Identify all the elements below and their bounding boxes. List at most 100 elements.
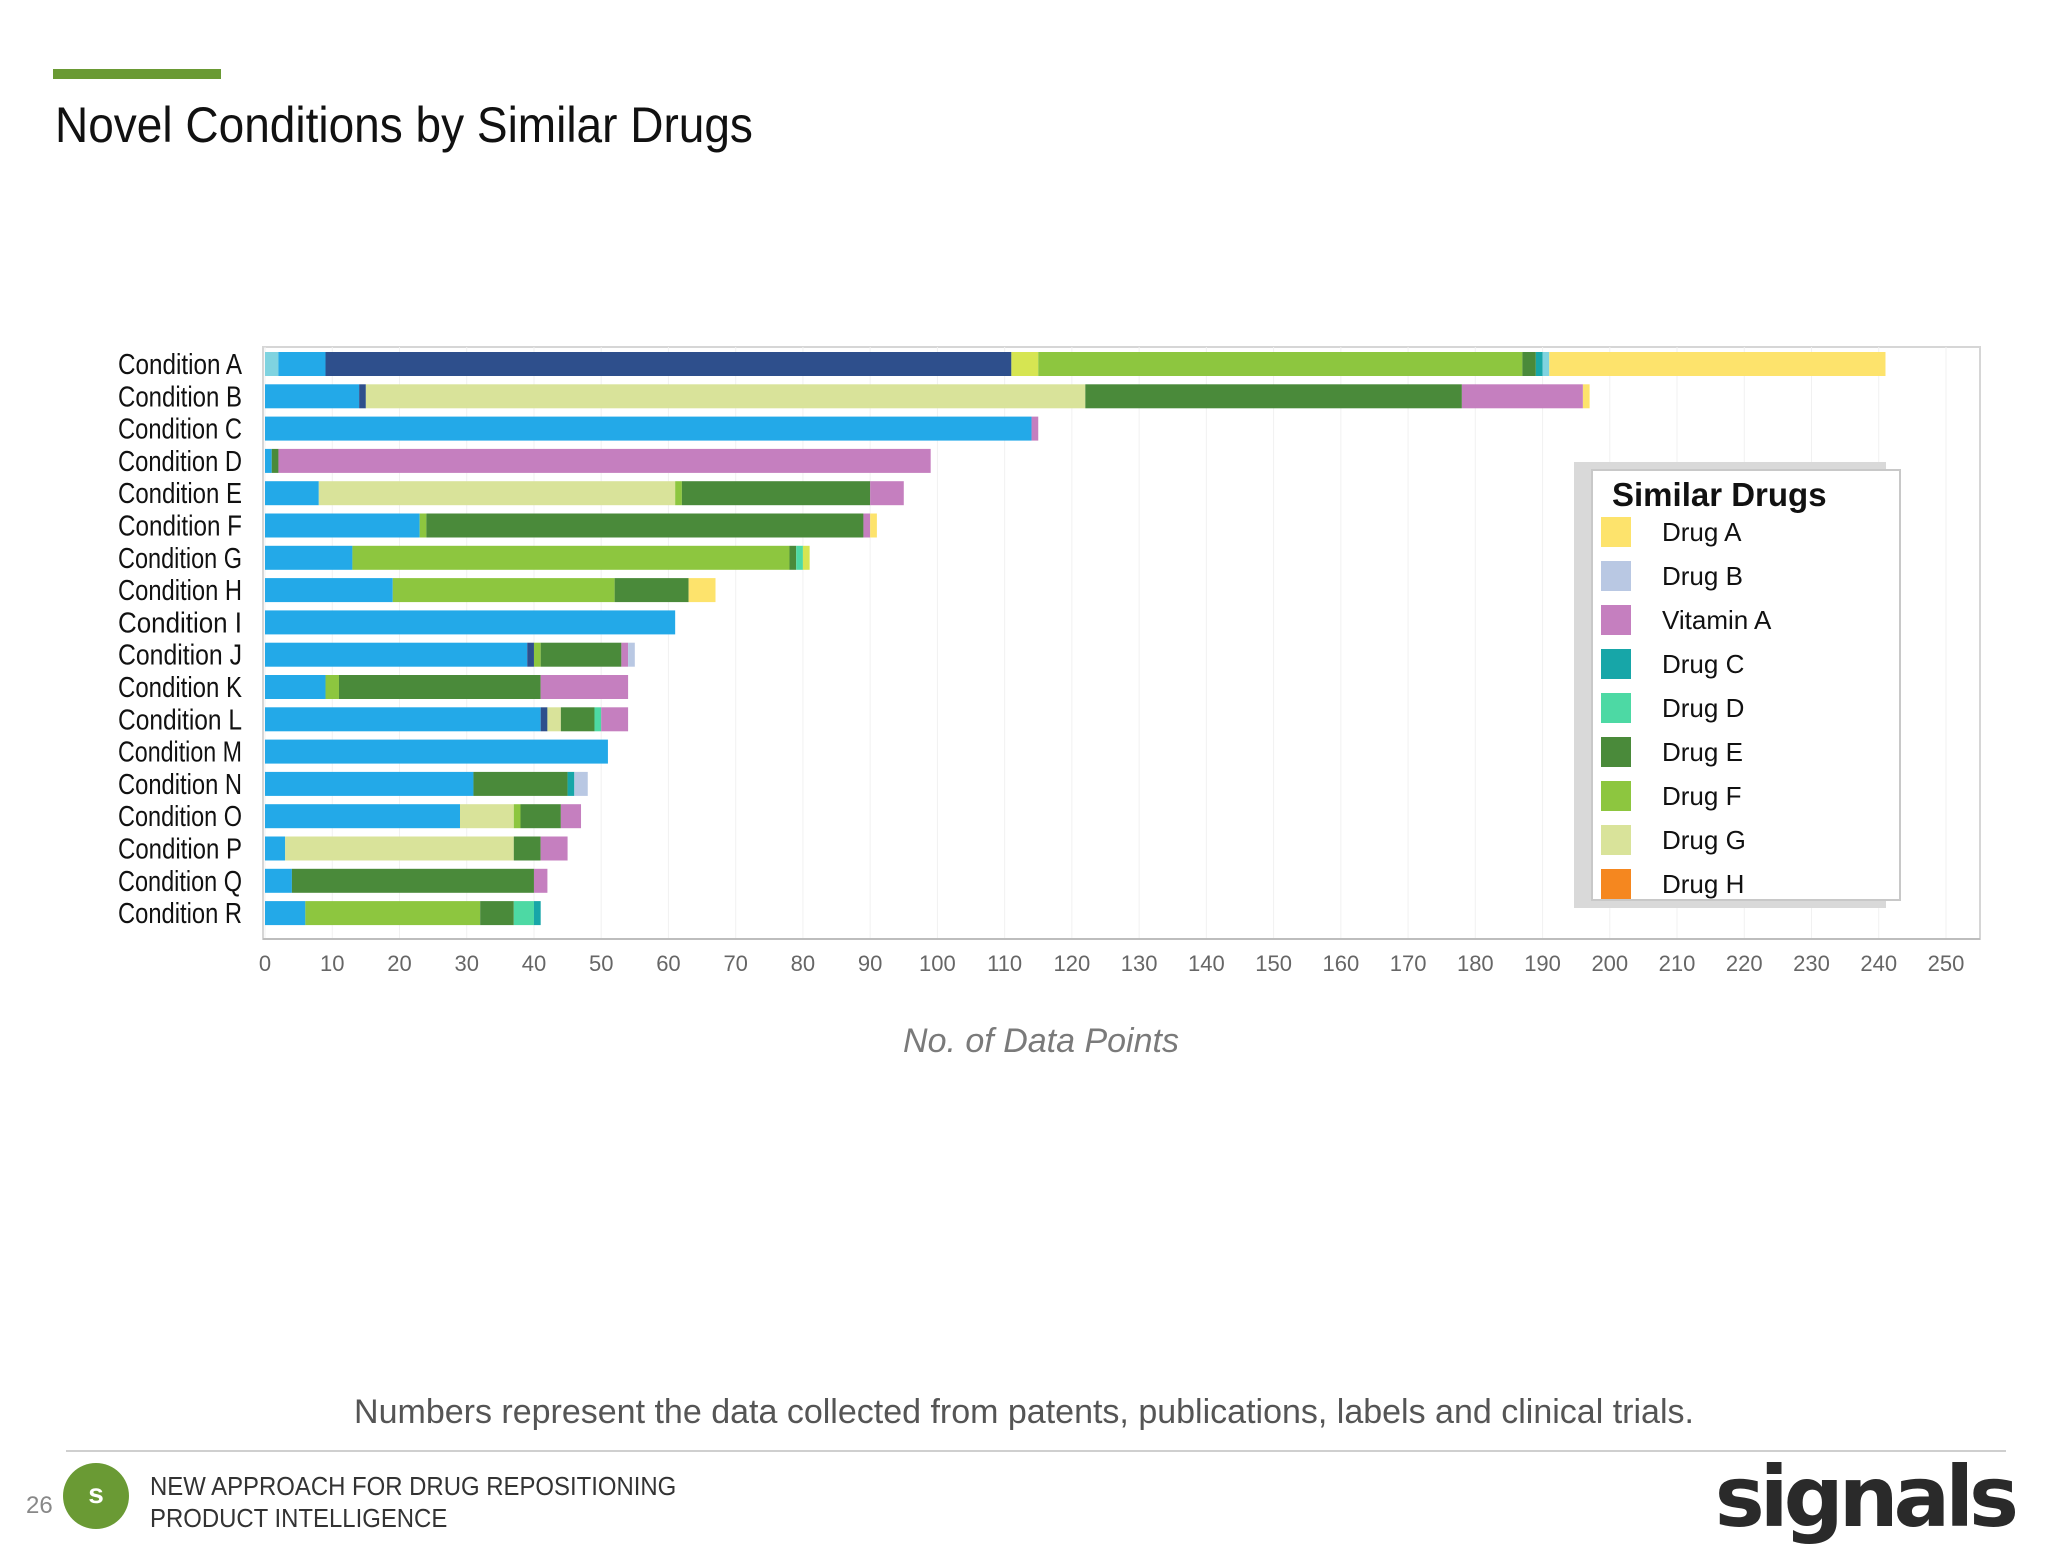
bar-row xyxy=(265,578,716,603)
bar-row xyxy=(265,739,608,764)
bar-segment xyxy=(265,481,319,506)
bar-segment xyxy=(594,707,602,732)
legend-swatch xyxy=(1601,649,1631,679)
bar-segment xyxy=(1085,384,1462,409)
bar-segment xyxy=(533,868,548,893)
bar-segment xyxy=(567,771,575,796)
bar-row xyxy=(265,804,582,829)
legend-item-label: Drug H xyxy=(1662,869,1744,899)
bar-segment xyxy=(265,384,360,409)
bar-segment xyxy=(1549,352,1886,376)
legend-swatch xyxy=(1601,869,1631,899)
legend-swatch xyxy=(1601,517,1631,547)
footer-divider xyxy=(66,1450,2006,1452)
bar-segment xyxy=(325,352,1012,376)
bar-segment xyxy=(426,513,864,538)
x-tick-label: 170 xyxy=(1390,951,1427,976)
x-tick-label: 250 xyxy=(1928,951,1965,976)
bar-segment xyxy=(419,513,427,538)
bar-segment xyxy=(681,481,871,506)
bar-segment xyxy=(325,675,339,699)
legend-item-label: Drug F xyxy=(1662,781,1741,811)
legend-box xyxy=(1591,469,1901,901)
legend-items: Drug A Drug B Vitamin A Drug C Drug D Drug E D… xyxy=(1601,517,1772,899)
bar-row xyxy=(265,836,568,861)
bar-segment xyxy=(265,836,286,861)
bar-row xyxy=(265,384,1590,409)
bar-segment xyxy=(560,707,595,732)
legend-swatch xyxy=(1601,693,1631,723)
bar-segment xyxy=(1522,352,1536,376)
bar-row xyxy=(265,448,931,473)
category-label: Condition M xyxy=(118,737,242,769)
x-tick-label: 90 xyxy=(858,951,882,976)
legend-item-label: Drug A xyxy=(1662,517,1742,547)
legend-item-label: Drug B xyxy=(1662,561,1743,591)
signals-logo-icon: s xyxy=(63,1463,129,1529)
bar-segment xyxy=(265,513,420,538)
bar-segment xyxy=(265,352,279,376)
bar-segment xyxy=(265,868,292,893)
x-tick-label: 210 xyxy=(1659,951,1696,976)
bar-segment xyxy=(628,642,635,667)
x-tick-label: 200 xyxy=(1591,951,1628,976)
bar-segment xyxy=(365,384,1086,409)
x-tick-label: 110 xyxy=(987,951,1022,976)
bar-segment xyxy=(614,578,689,603)
x-tick-label: 240 xyxy=(1860,951,1897,976)
bar-segment xyxy=(352,545,790,570)
category-label: Condition N xyxy=(118,769,242,801)
legend-title: Similar Drugs xyxy=(1612,476,1827,513)
bar-segment xyxy=(675,481,682,506)
x-tick-label: 80 xyxy=(791,951,815,976)
x-tick-label: 150 xyxy=(1255,951,1292,976)
legend-item-label: Drug E xyxy=(1662,737,1743,767)
bar-segment xyxy=(278,448,931,473)
bar-row xyxy=(265,513,877,538)
bar-segment xyxy=(265,804,460,829)
category-label: Condition I xyxy=(118,607,242,639)
brand-wordmark: signals xyxy=(1714,1448,2019,1546)
bar-segment xyxy=(540,836,568,861)
bar-segment xyxy=(527,642,534,667)
bar-row xyxy=(265,481,904,506)
bar-segment xyxy=(601,707,629,732)
page-number: 26 xyxy=(26,1492,53,1519)
x-tick-label: 160 xyxy=(1322,951,1359,976)
bar-segment xyxy=(305,901,481,926)
bar-segment xyxy=(1535,352,1543,376)
bar-segment xyxy=(338,675,541,699)
bar-segment xyxy=(1542,352,1550,376)
bar-segment xyxy=(520,804,561,829)
category-label: Condition F xyxy=(118,511,242,543)
bar-segment xyxy=(392,578,615,603)
bar-segment xyxy=(278,352,326,376)
category-label: Condition J xyxy=(118,640,242,672)
bar-segment xyxy=(473,771,568,796)
x-tick-label: 70 xyxy=(723,951,747,976)
footer-line-1: NEW APPROACH FOR DRUG REPOSITIONING xyxy=(150,1471,677,1501)
bar-row xyxy=(265,675,629,699)
bar-row xyxy=(265,416,1039,441)
x-tick-label: 190 xyxy=(1524,951,1561,976)
category-label: Condition A xyxy=(118,349,243,381)
bar-segment xyxy=(359,384,366,409)
category-label: Condition D xyxy=(118,446,242,478)
x-tick-label: 100 xyxy=(919,951,956,976)
category-label: Condition E xyxy=(118,478,242,510)
bar-row xyxy=(265,707,629,732)
bar-segment xyxy=(265,416,1032,441)
bar-segment xyxy=(1011,352,1039,376)
legend-item-label: Drug C xyxy=(1662,649,1744,679)
legend-swatch xyxy=(1601,561,1631,591)
bar-segment xyxy=(1461,384,1583,409)
legend-swatch xyxy=(1601,781,1631,811)
x-tick-label: 230 xyxy=(1793,951,1830,976)
category-label: Condition C xyxy=(118,414,242,446)
bar-row xyxy=(265,352,1886,376)
footnote: Numbers represent the data collected fro… xyxy=(354,1393,1694,1431)
legend-item-label: Drug D xyxy=(1662,693,1744,723)
bar-segment xyxy=(513,836,541,861)
legend-swatch xyxy=(1601,605,1631,635)
